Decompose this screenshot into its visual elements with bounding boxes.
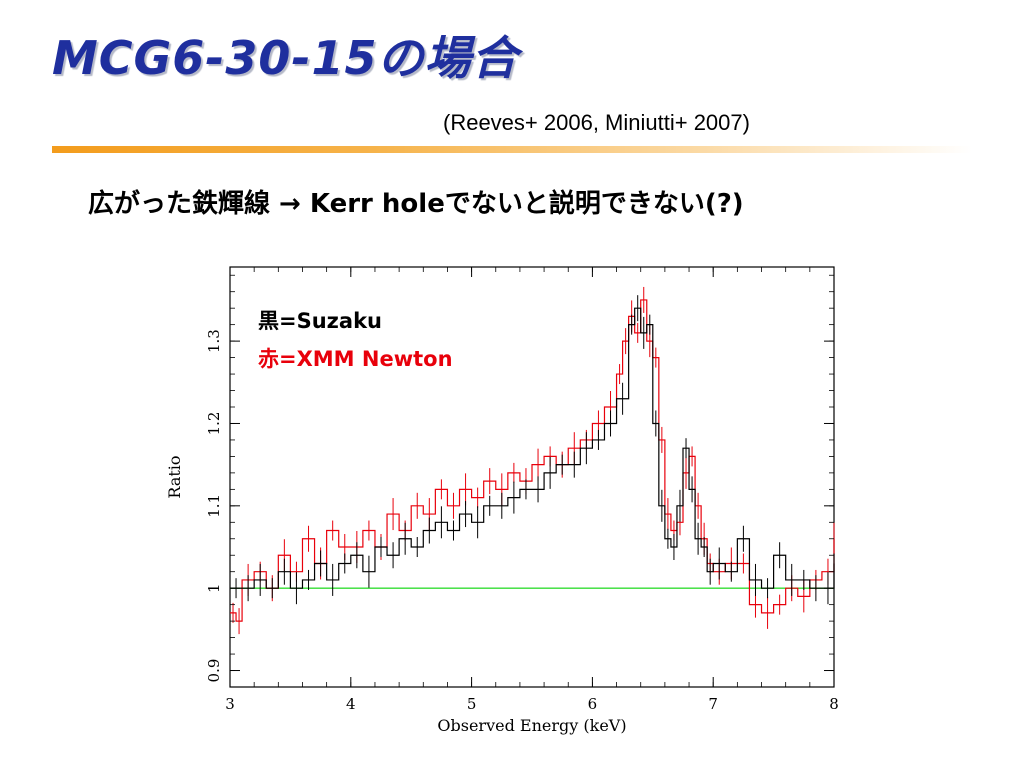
y-tick-label: 1.1 bbox=[205, 494, 223, 518]
x-tick-label: 6 bbox=[588, 695, 598, 713]
x-tick-label: 7 bbox=[708, 695, 718, 713]
legend-xmm: 赤=XMM Newton bbox=[258, 347, 453, 371]
y-tick-label: 1.2 bbox=[205, 412, 223, 436]
title-rule bbox=[52, 146, 972, 153]
y-axis-title: Ratio bbox=[165, 455, 184, 498]
y-tick-label: 1.3 bbox=[205, 329, 223, 353]
y-axis: 0.9 1 1.1 1.2 1.3 bbox=[205, 274, 834, 683]
figure: 3 4 5 6 7 8 0.9 1 1.1 1.2 1.3 Observed Energy (ke… bbox=[150, 255, 870, 755]
legend-suzaku: 黒=Suzaku bbox=[258, 309, 382, 333]
suzaku-series bbox=[230, 295, 835, 605]
x-tick-label: 3 bbox=[225, 695, 235, 713]
y-tick-label: 1 bbox=[205, 583, 223, 593]
plot-frame bbox=[229, 266, 835, 688]
x-axis: 3 4 5 6 7 8 bbox=[225, 267, 839, 713]
slide-title: MCG6-30-15の場合 bbox=[52, 31, 519, 85]
x-axis-title: Observed Energy (keV) bbox=[437, 716, 626, 735]
citation: (Reeves+ 2006, Miniutti+ 2007) bbox=[443, 110, 750, 135]
series-line bbox=[230, 307, 835, 589]
x-tick-label: 4 bbox=[346, 695, 356, 713]
y-tick-label: 0.9 bbox=[205, 659, 223, 683]
x-tick-label: 5 bbox=[467, 695, 477, 713]
x-tick-label: 8 bbox=[829, 695, 839, 713]
xmm-series bbox=[230, 286, 835, 635]
statement: 広がった鉄輝線 → Kerr holeでないと説明できない(?) bbox=[88, 189, 744, 219]
ratio-chart: 3 4 5 6 7 8 0.9 1 1.1 1.2 1.3 Observed Energy (ke… bbox=[165, 266, 839, 735]
